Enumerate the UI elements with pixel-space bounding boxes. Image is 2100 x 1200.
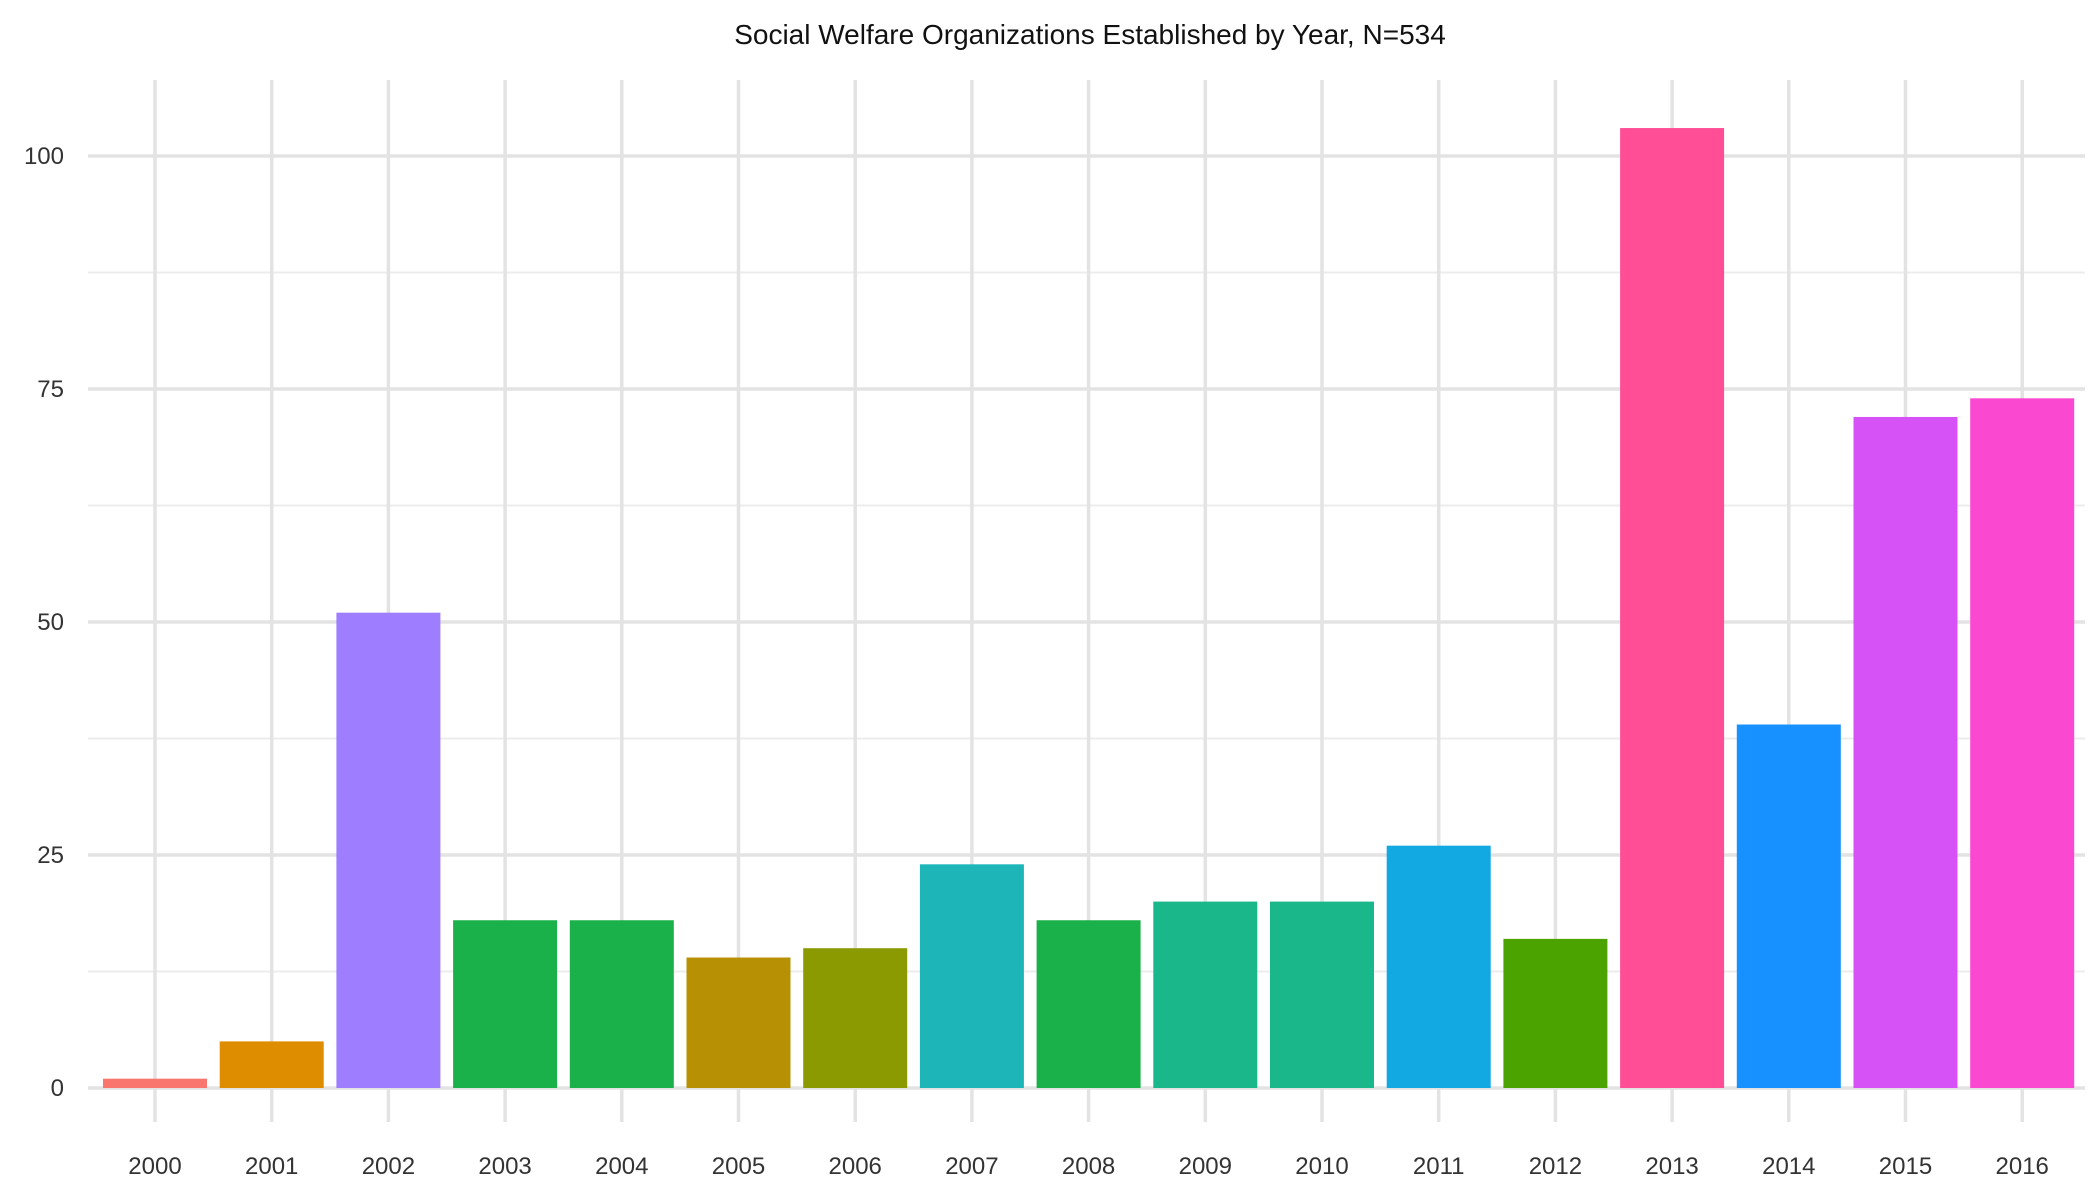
bar-2002: [336, 612, 441, 1088]
x-tick-label-2012: 2012: [1529, 1153, 1582, 1180]
bar-2014: [1736, 724, 1841, 1088]
bar-2006: [803, 948, 908, 1088]
axis-labels: 0 25 50 75 100 2000 2001 2002 2003 2004 2005 2006 20…: [24, 143, 2049, 1180]
bar-2016: [1970, 398, 2075, 1088]
x-tick-label-2006: 2006: [829, 1153, 882, 1180]
x-tick-label-2004: 2004: [595, 1153, 648, 1180]
x-tick-label-2014: 2014: [1762, 1153, 1815, 1180]
y-tick-label-1: 25: [37, 842, 64, 869]
bar-2004: [569, 920, 674, 1088]
y-tick-label-0: 0: [51, 1075, 64, 1102]
bar-2012: [1503, 938, 1608, 1088]
x-tick-label-2007: 2007: [945, 1153, 998, 1180]
bar-2011: [1386, 845, 1491, 1088]
x-tick-label-2015: 2015: [1879, 1153, 1932, 1180]
x-tick-label-2009: 2009: [1179, 1153, 1232, 1180]
x-tick-label-2008: 2008: [1062, 1153, 1115, 1180]
x-tick-label-2000: 2000: [128, 1153, 181, 1180]
x-tick-label-2016: 2016: [1996, 1153, 2049, 1180]
y-tick-label-4: 100: [24, 143, 64, 170]
x-tick-label-2001: 2001: [245, 1153, 298, 1180]
x-tick-label-2010: 2010: [1295, 1153, 1348, 1180]
x-tick-label-2005: 2005: [712, 1153, 765, 1180]
bar-2010: [1270, 901, 1374, 1088]
bar-2000: [103, 1078, 207, 1088]
bars: [103, 128, 2075, 1089]
bar-2001: [219, 1041, 324, 1088]
y-tick-label-2: 50: [37, 609, 64, 636]
x-tick-label-2013: 2013: [1645, 1153, 1698, 1180]
x-tick-label-2003: 2003: [478, 1153, 531, 1180]
x-tick-label-2002: 2002: [362, 1153, 415, 1180]
y-tick-label-3: 75: [37, 376, 64, 403]
chart-title: Social Welfare Organizations Established…: [734, 19, 1446, 50]
bar-2007: [919, 864, 1024, 1088]
bar-2013: [1620, 128, 1725, 1089]
bar-2008: [1036, 920, 1141, 1088]
x-tick-label-2011: 2011: [1413, 1153, 1465, 1180]
bar-2009: [1153, 901, 1258, 1088]
bar-2003: [453, 920, 558, 1088]
bar-2005: [686, 957, 791, 1088]
bar-2015: [1853, 416, 1958, 1089]
